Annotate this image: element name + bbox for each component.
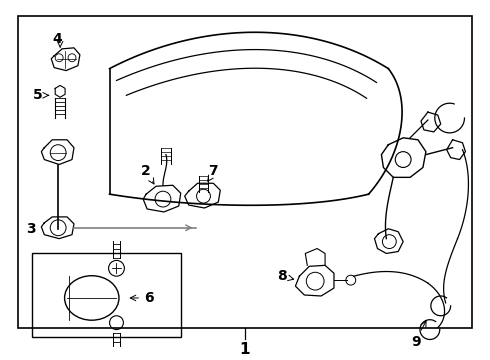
Text: 9: 9: [411, 336, 421, 350]
Text: 7: 7: [209, 165, 218, 179]
Text: 2: 2: [141, 165, 151, 179]
Text: 5: 5: [32, 88, 42, 102]
Bar: [18, 16, 472, 328]
Text: 6: 6: [144, 291, 154, 305]
Text: 3: 3: [25, 222, 35, 236]
Bar: [32, 253, 181, 337]
Text: 1: 1: [240, 342, 250, 357]
Text: 4: 4: [52, 32, 62, 46]
Text: 8: 8: [277, 269, 287, 283]
